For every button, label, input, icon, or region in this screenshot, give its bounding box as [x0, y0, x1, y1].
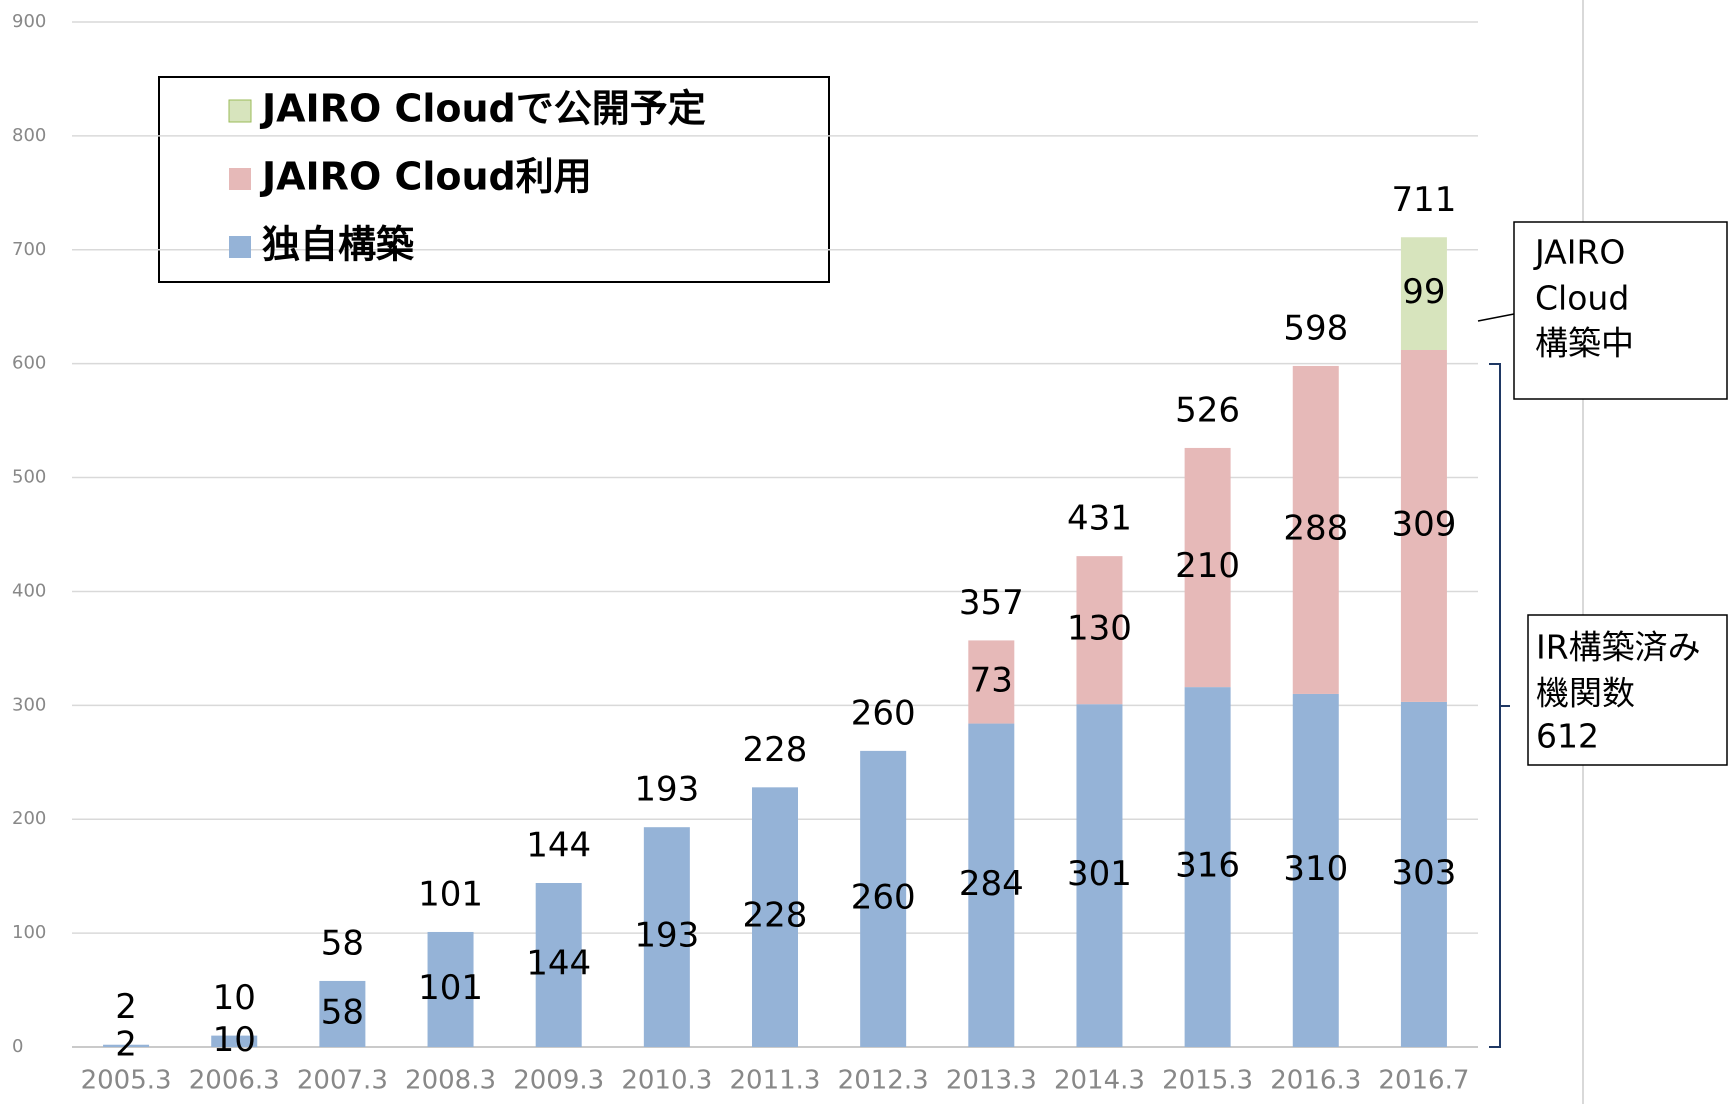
- legend-swatch: [229, 236, 251, 258]
- total-label: 2: [115, 987, 137, 1027]
- legend-swatch: [228, 99, 252, 123]
- x-tick-label: 2006.3: [189, 1066, 280, 1096]
- legend-box: [158, 76, 830, 283]
- data-label: 260: [851, 877, 916, 917]
- data-label: 2: [115, 1024, 137, 1064]
- y-tick-label: 700: [12, 239, 46, 260]
- x-tick-label: 2009.3: [513, 1066, 604, 1096]
- data-label: 288: [1283, 508, 1348, 548]
- bar-segment: [319, 980, 366, 1047]
- x-tick-label: 2010.3: [621, 1066, 712, 1096]
- total-label: 10: [213, 978, 256, 1018]
- data-label: 101: [418, 968, 483, 1008]
- annotation-box: [1527, 614, 1728, 766]
- legend-swatch: [229, 168, 251, 190]
- bar-segment: [427, 931, 474, 1047]
- y-tick-label: 400: [12, 580, 46, 601]
- bar-segment: [1076, 704, 1123, 1047]
- annotation: Cloud: [1535, 279, 1629, 318]
- y-tick-label: 0: [12, 1036, 23, 1057]
- data-label: 309: [1391, 504, 1456, 544]
- total-label: 711: [1391, 180, 1456, 220]
- bracket: [1489, 363, 1510, 1048]
- total-label: 101: [418, 874, 483, 914]
- bar-segment: [1400, 701, 1447, 1047]
- data-label: 73: [970, 660, 1013, 700]
- annotation: JAIRO: [1533, 233, 1625, 272]
- total-label: 144: [526, 826, 591, 866]
- bar-segment: [211, 1035, 258, 1047]
- bar-segment: [1076, 556, 1123, 705]
- x-tick-label: 2015.3: [1162, 1066, 1253, 1096]
- bar-segment: [860, 750, 907, 1047]
- y-tick-label: 300: [12, 694, 46, 715]
- bar-segment: [968, 640, 1015, 724]
- x-tick-label: 2008.3: [405, 1066, 496, 1096]
- legend-label: JAIRO Cloud利用: [259, 155, 592, 199]
- x-tick-label: 2005.3: [81, 1066, 172, 1096]
- total-label: 526: [1175, 390, 1240, 430]
- data-label: 99: [1402, 272, 1445, 312]
- bar-segment: [1292, 365, 1339, 694]
- bar-segment: [1184, 447, 1231, 688]
- data-label: 316: [1175, 846, 1240, 886]
- annotation: 612: [1536, 717, 1599, 756]
- x-tick-label: 2012.3: [838, 1066, 929, 1096]
- y-tick-label: 500: [12, 467, 46, 488]
- annotation: 機関数: [1536, 674, 1635, 713]
- total-label: 598: [1283, 308, 1348, 348]
- bar-segment: [752, 787, 798, 1047]
- data-label: 310: [1283, 849, 1348, 889]
- bar-segment: [643, 827, 690, 1047]
- x-tick-label: 2007.3: [297, 1066, 388, 1096]
- total-label: 260: [851, 693, 916, 733]
- total-label: 228: [743, 730, 808, 770]
- data-label: 301: [1067, 854, 1132, 894]
- bar-segment: [1292, 693, 1339, 1047]
- legend-label: JAIRO Cloudで公開予定: [259, 87, 706, 131]
- y-tick-label: 600: [12, 353, 46, 374]
- data-label: 303: [1391, 853, 1456, 893]
- total-label: 357: [959, 583, 1024, 623]
- bar-segment: [1400, 350, 1447, 702]
- x-tick-label: 2016.7: [1378, 1066, 1469, 1096]
- data-label: 284: [959, 864, 1024, 904]
- data-label: 210: [1175, 546, 1240, 586]
- data-label: 58: [321, 992, 364, 1032]
- bar-segment: [535, 883, 582, 1047]
- x-tick-label: 2016.3: [1270, 1066, 1361, 1096]
- annotation: IR構築済み: [1536, 628, 1701, 667]
- y-tick-label: 800: [12, 125, 46, 146]
- bar-segment: [968, 723, 1015, 1047]
- y-tick-label: 900: [12, 11, 46, 32]
- x-tick-label: 2013.3: [946, 1066, 1037, 1096]
- y-tick-label: 100: [12, 922, 46, 943]
- x-tick-label: 2011.3: [730, 1066, 821, 1096]
- annotation: 構築中: [1535, 324, 1634, 363]
- data-label: 130: [1067, 609, 1132, 649]
- data-label: 193: [634, 916, 699, 956]
- bar-segment: [1400, 237, 1447, 350]
- data-label: 228: [743, 896, 808, 936]
- total-label: 431: [1067, 499, 1132, 539]
- total-label: 58: [321, 923, 364, 963]
- data-label: 144: [526, 944, 591, 984]
- x-tick-label: 2014.3: [1054, 1066, 1145, 1096]
- legend-label: 独自構築: [262, 223, 415, 267]
- data-label: 10: [213, 1020, 256, 1060]
- y-tick-label: 200: [12, 808, 46, 829]
- bar-segment: [1184, 687, 1231, 1047]
- bar-segment: [103, 1044, 150, 1047]
- annotation-box: [1513, 221, 1728, 400]
- annotation-leader: [1477, 313, 1515, 322]
- total-label: 193: [634, 770, 699, 810]
